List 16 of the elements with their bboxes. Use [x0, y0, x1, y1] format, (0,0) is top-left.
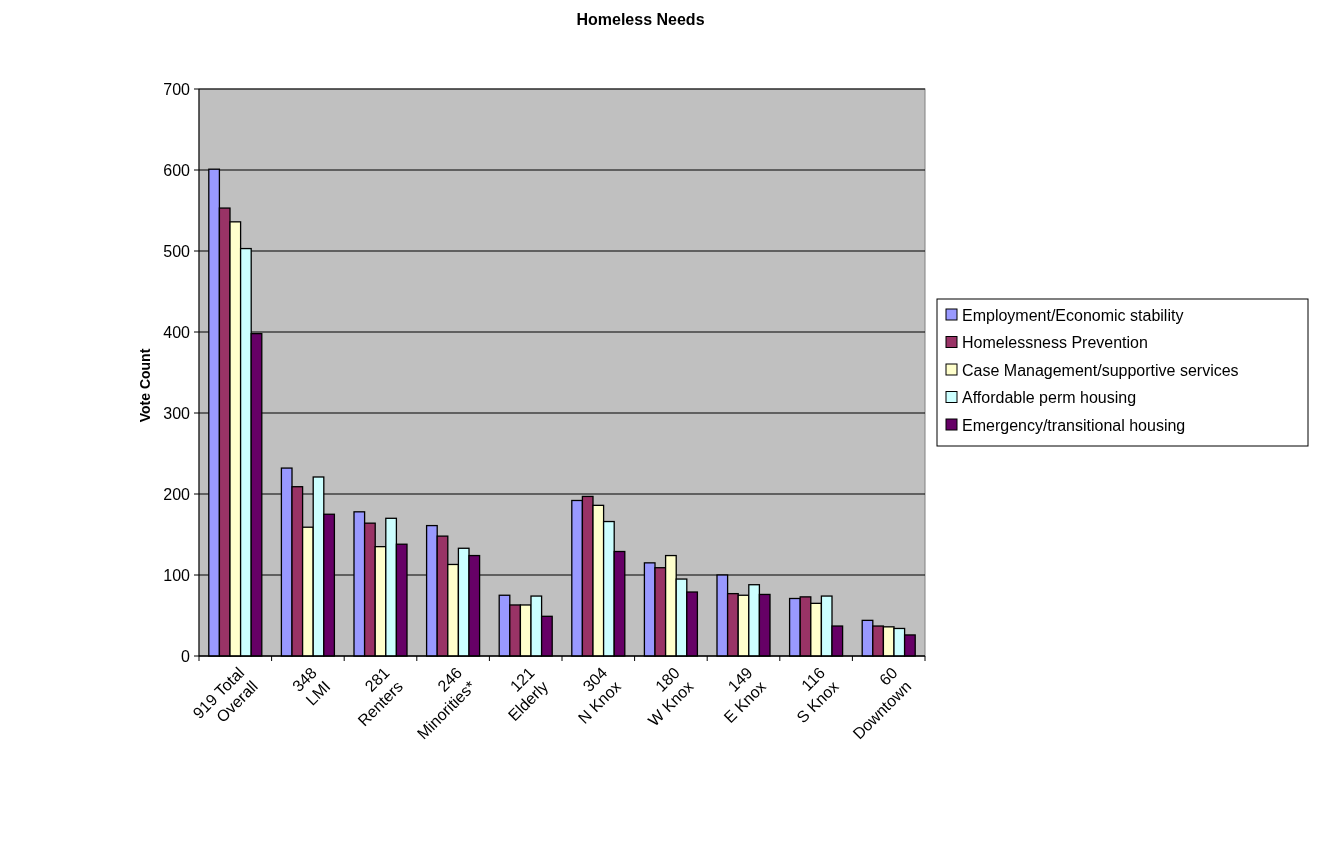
y-tick-label: 100 — [163, 566, 191, 584]
legend-label: Case Management/supportive services — [962, 361, 1239, 379]
y-tick-label: 0 — [181, 647, 191, 665]
y-tick-label: 500 — [163, 242, 191, 260]
legend-label: Homelessness Prevention — [962, 334, 1148, 352]
x-tick-label: 348 LMI — [289, 663, 334, 709]
y-axis-title: Vote Count — [137, 348, 153, 423]
y-tick-label: 600 — [163, 161, 191, 179]
legend-label: Affordable perm housing — [962, 389, 1137, 407]
y-tick-label: 400 — [163, 323, 191, 341]
legend-label: Employment/Economic stability — [962, 306, 1184, 324]
y-tick-label: 300 — [163, 404, 191, 422]
legend-label: Emergency/transitional housing — [962, 416, 1186, 434]
chart-title: Homeless Needs — [576, 11, 705, 28]
y-tick-label: 200 — [163, 485, 191, 503]
y-tick-label: 700 — [163, 80, 191, 98]
